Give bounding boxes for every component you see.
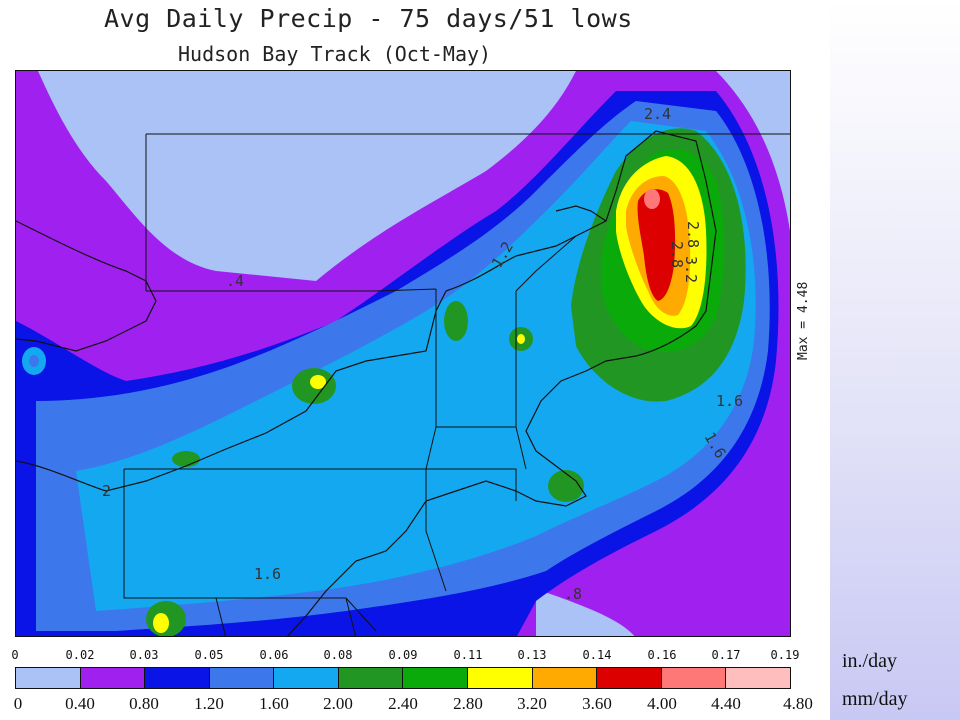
legend-tick: 0.06: [259, 648, 289, 662]
precip-cell-blue-west: [29, 355, 39, 367]
legend-tick: 0: [13, 694, 23, 713]
legend-swatches: [15, 667, 791, 689]
legend-swatch: [16, 668, 81, 688]
legend-unit-in-day: in./day: [842, 650, 897, 672]
contour-label: 3.2: [682, 256, 700, 283]
legend-swatch: [532, 668, 598, 688]
max-value-label: Max = 4.48: [796, 214, 818, 360]
legend-tick: 0.09: [388, 648, 418, 662]
contour-label: 1.6: [254, 565, 281, 583]
legend-tick: 0: [11, 648, 19, 662]
contour-label: 2.8: [668, 241, 686, 268]
legend-tick: 0.05: [194, 648, 224, 662]
legend-swatch: [145, 668, 210, 688]
legend-tick: 0.17: [711, 648, 741, 662]
precip-band-red: [637, 189, 676, 301]
precip-cell-green-b: [444, 301, 468, 341]
legend-tick: 2.80: [453, 694, 483, 713]
precip-cell-green-e: [172, 451, 200, 467]
legend-swatch: [80, 668, 146, 688]
precip-cell-purple-offshore: [711, 495, 731, 527]
contour-label: 2.4: [644, 105, 671, 123]
legend-tick: 0.14: [582, 648, 612, 662]
legend-tick: 0.02: [65, 648, 95, 662]
legend-tick: 0.03: [129, 648, 159, 662]
legend-tick: 0.13: [517, 648, 547, 662]
legend-mm-day-ticks: 0 0.40 0.80 1.20 1.60 2.00 2.40 2.80 3.2…: [0, 694, 830, 714]
title-block: Avg Daily Precip - 75 days/51 lows Hudso…: [0, 0, 830, 70]
legend-swatch: [468, 668, 533, 688]
legend-tick: 2.40: [388, 694, 418, 713]
legend-tick: 2.00: [323, 694, 353, 713]
legend-tick: 0.11: [453, 648, 483, 662]
legend-tick: 3.60: [582, 694, 612, 713]
color-legend: 0 0.02 0.03 0.05 0.06 0.08 0.09 0.11 0.1…: [0, 644, 960, 720]
legend-tick: 3.20: [517, 694, 547, 713]
side-gradient-panel: [830, 0, 960, 720]
contour-label: .4: [226, 272, 244, 290]
contour-label: .8: [564, 585, 582, 603]
contour-label: 2: [102, 482, 111, 500]
legend-tick: 4.80: [783, 694, 813, 713]
precip-cell-yellow-c: [517, 334, 525, 344]
contour-label: 2.8: [684, 221, 702, 248]
precip-cell-yellow-a: [310, 375, 326, 389]
legend-unit-mm-day: mm/day: [842, 688, 908, 710]
coastline: [16, 130, 717, 636]
legend-swatch: [403, 668, 469, 688]
legend-swatch: [726, 668, 790, 688]
legend-tick: 0.19: [770, 648, 800, 662]
legend-swatch: [274, 668, 339, 688]
legend-tick: 0.08: [323, 648, 353, 662]
precip-cell-yellow-f: [153, 613, 169, 633]
legend-swatch: [597, 668, 662, 688]
precip-cell-green-d: [548, 470, 584, 502]
map-subtitle: Hudson Bay Track (Oct-May): [178, 42, 492, 66]
map-svg: 2.4 2.8 2.8 3.2 1.2 .4 1.6 1.6 1.6 .8 2: [16, 71, 790, 636]
legend-swatch: [209, 668, 275, 688]
legend-tick: 1.60: [259, 694, 289, 713]
map-title: Avg Daily Precip - 75 days/51 lows: [104, 4, 633, 33]
legend-tick: 0.80: [129, 694, 159, 713]
legend-tick: 0.16: [647, 648, 677, 662]
legend-tick: 4.00: [647, 694, 677, 713]
legend-tick: 1.20: [194, 694, 224, 713]
legend-swatch: [338, 668, 404, 688]
legend-swatch: [661, 668, 727, 688]
state-borders: [123, 133, 790, 636]
legend-tick: 4.40: [711, 694, 741, 713]
legend-in-day-ticks: 0 0.02 0.03 0.05 0.06 0.08 0.09 0.11 0.1…: [0, 648, 830, 668]
precipitation-map: 2.4 2.8 2.8 3.2 1.2 .4 1.6 1.6 1.6 .8 2: [15, 70, 791, 637]
precip-max-pink: [644, 189, 660, 209]
max-value-text: Max = 4.48: [796, 281, 811, 360]
contour-label: 1.6: [716, 392, 743, 410]
legend-tick: 0.40: [65, 694, 95, 713]
